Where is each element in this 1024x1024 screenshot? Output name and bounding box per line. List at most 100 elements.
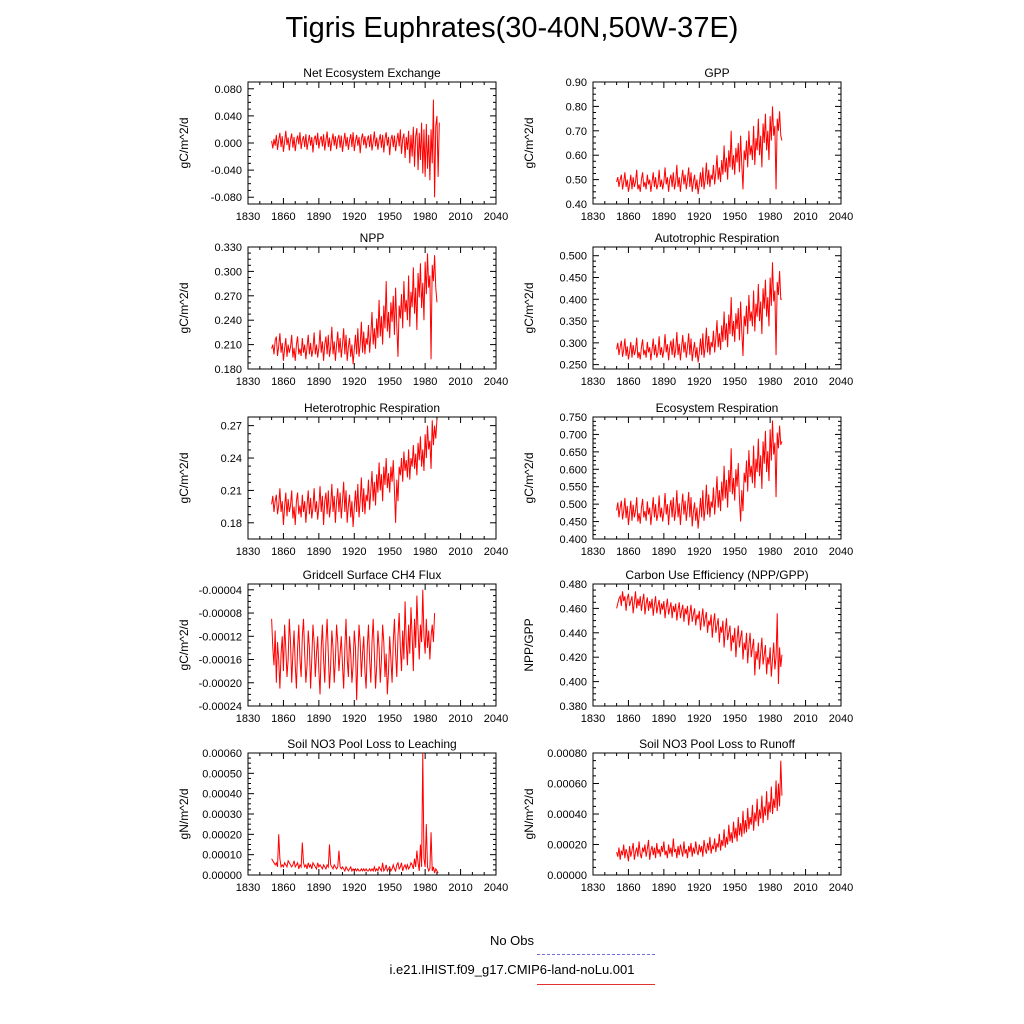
panel-9-xtick-label: 2040 [484,882,508,894]
panel-4-ytick-label: 0.350 [559,316,587,328]
panel-7-xtick-label: 2040 [484,713,508,725]
legend-line-no-obs [537,954,655,955]
panel-1-xtick-label: 1890 [307,211,331,223]
panel-3-ytick-label: 0.210 [214,340,242,352]
panel-5-ytick-label: 0.18 [221,518,242,530]
panel-9-ytick-label: 0.00050 [202,768,242,780]
panel-6-ylabel: gC/m^2/d [522,453,536,504]
panel-9-xtick-label: 2010 [448,882,472,894]
panel-5-series-line [271,419,438,528]
panel-4-ytick-label: 0.450 [559,273,587,285]
panel-1-xtick-label: 1950 [377,211,401,223]
panel-10-xtick-label: 1920 [687,882,711,894]
panel-9-series-line [271,752,439,874]
panel-2-ylabel: gC/m^2/d [522,118,536,169]
panel-8-xtick-label: 1950 [722,713,746,725]
panel-6-ytick-label: 0.600 [559,464,587,476]
panel-9-ytick-label: 0.00030 [202,809,242,821]
panel-1-xtick-label: 1920 [342,211,366,223]
panel-9-ytick-label: 0.00040 [202,789,242,801]
panel-10-frame [592,752,842,876]
panel-6-xtick-label: 1860 [616,546,640,558]
panel-1-ytick-label: 0.040 [214,111,242,123]
panel-3-xtick-label: 1920 [342,376,366,388]
panel-6-xtick-label: 1920 [687,546,711,558]
panel-10-ytick-label: 0.00020 [547,840,587,852]
panel-2-xtick-label: 1860 [616,211,640,223]
panel-6-ytick-label: 0.550 [559,482,587,494]
panel-8-xtick-label: 2010 [793,713,817,725]
panel-3-ytick-label: 0.330 [214,242,242,254]
panel-4-title: Autotrophic Respiration [655,231,780,245]
panel-10-xtick-label: 2040 [829,882,853,894]
panel-8-xtick-label: 1890 [652,713,676,725]
panel-2-xtick-label: 1890 [652,211,676,223]
panel-8-xtick-label: 2040 [829,713,853,725]
panel-10-xtick-label: 2010 [793,882,817,894]
panel-5-xtick-label: 1860 [271,546,295,558]
panel-5-xtick-label: 1890 [307,546,331,558]
panel-10-ytick-label: 0.00000 [547,870,587,882]
panel-3-series-line [271,253,438,365]
panel-10-xtick-label: 1890 [652,882,676,894]
panel-1-xtick-label: 1860 [271,211,295,223]
panel-1-ylabel: gC/m^2/d [177,118,191,169]
panel-5-frame [247,416,497,540]
panel-6-ytick-label: 0.500 [559,499,587,511]
panel-2-xtick-label: 1950 [722,211,746,223]
panel-4-xtick-label: 1950 [722,376,746,388]
panel-2-ytick-label: 0.90 [566,77,587,89]
panel-3-xtick-label: 1950 [377,376,401,388]
panel-3-frame [247,246,497,370]
panel-1-xtick-label: 2040 [484,211,508,223]
panel-3-xtick-label: 2040 [484,376,508,388]
panel-1-ytick-label: -0.040 [211,165,242,177]
panel-5-title: Heterotrophic Respiration [304,401,440,415]
panel-3-ytick-label: 0.300 [214,266,242,278]
panel-9-xtick-label: 1860 [271,882,295,894]
panel-10-xtick-label: 1860 [616,882,640,894]
panel-5-ytick-label: 0.27 [221,421,242,433]
panel-7-title: Gridcell Surface CH4 Flux [303,568,442,582]
panel-2-frame [592,81,842,205]
page-title: Tigris Euphrates(30-40N,50W-37E) [285,12,739,44]
panel-8-xtick-label: 1980 [758,713,782,725]
panel-8-series-line [616,591,783,685]
panel-8-xtick-label: 1830 [581,713,605,725]
panel-6-xtick-label: 1830 [581,546,605,558]
panel-7-xtick-label: 1980 [413,713,437,725]
panel-10-xtick-label: 1980 [758,882,782,894]
panel-4-xtick-label: 1860 [616,376,640,388]
panel-7-frame [247,583,497,707]
panel-10-ylabel: gN/m^2/d [522,789,536,840]
panel-2-xtick-label: 2010 [793,211,817,223]
panel-7-xtick-label: 1890 [307,713,331,725]
panel-2-ytick-label: 0.70 [566,126,587,138]
panel-7-ylabel: gC/m^2/d [177,620,191,671]
panel-10-ytick-label: 0.00080 [547,748,587,760]
panel-7-xtick-label: 1920 [342,713,366,725]
panel-4-ytick-label: 0.300 [559,338,587,350]
panel-4-xtick-label: 2010 [793,376,817,388]
panel-7-xtick-label: 1830 [236,713,260,725]
panel-2-xtick-label: 2040 [829,211,853,223]
panel-8-ytick-label: 0.480 [559,579,587,591]
panel-4-ytick-label: 0.500 [559,251,587,263]
panel-9-frame [247,752,497,876]
panel-4-series-line [616,262,782,363]
panel-4-xtick-label: 1920 [687,376,711,388]
panel-9-xtick-label: 1890 [307,882,331,894]
panel-5-ytick-label: 0.24 [221,453,242,465]
panel-6-title: Ecosystem Respiration [656,401,779,415]
panel-10-ytick-label: 0.00040 [547,809,587,821]
panel-9-ytick-label: 0.00020 [202,829,242,841]
panel-9-ytick-label: 0.00010 [202,850,242,862]
panel-2-ytick-label: 0.80 [566,101,587,113]
panel-3-xtick-label: 1980 [413,376,437,388]
panel-1-xtick-label: 1980 [413,211,437,223]
panel-9-xtick-label: 1980 [413,882,437,894]
panel-3-ylabel: gC/m^2/d [177,283,191,334]
panel-7-xtick-label: 1860 [271,713,295,725]
panel-8-ytick-label: 0.420 [559,652,587,664]
